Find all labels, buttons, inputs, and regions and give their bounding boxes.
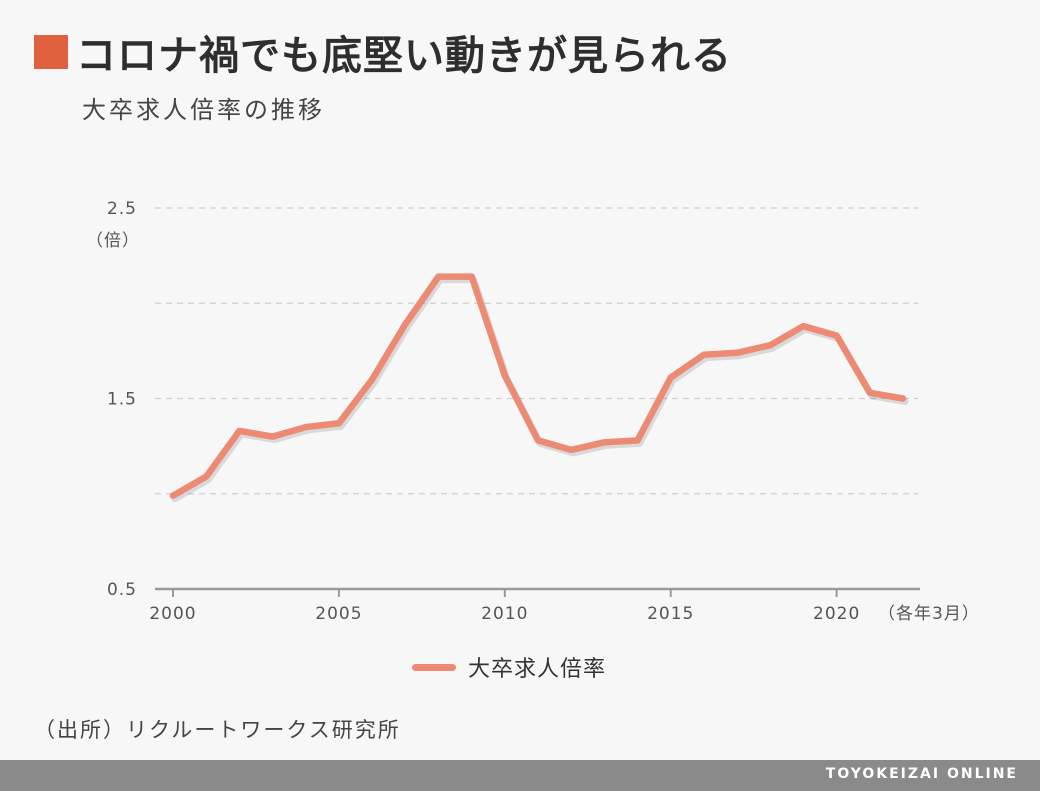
- data-point: [501, 372, 508, 379]
- brand-label: TOYOKEIZAI ONLINE: [825, 766, 1018, 782]
- y-axis-ticks: 0.5 1.5 2.5: [107, 199, 137, 600]
- x-axis-unit: （各年3月）: [878, 604, 980, 624]
- title-row: コロナ禍でも底堅い動きが見られる: [34, 26, 732, 79]
- x-axis-ticks: 2000 2005 2010 2015 2020: [149, 589, 860, 624]
- chart-subtitle: 大卒求人倍率の推移: [82, 96, 325, 124]
- data-point: [833, 332, 840, 339]
- x-tick-label: 2000: [149, 604, 196, 624]
- data-point: [634, 437, 641, 444]
- data-point: [601, 439, 608, 446]
- gridlines: [155, 207, 918, 495]
- data-point: [535, 437, 541, 444]
- legend-swatch: [412, 663, 456, 671]
- data-point: [435, 273, 442, 280]
- x-tick-label: 2015: [647, 604, 694, 624]
- title-marker: [34, 35, 68, 69]
- data-point: [402, 321, 409, 328]
- data-point: [900, 395, 906, 402]
- data-point: [203, 473, 210, 480]
- line-chart: 2000 2005 2010 2015 2020 0.5 1.5 2.5 （倍） （各年3月…: [86, 199, 980, 624]
- data-point: [800, 323, 807, 330]
- data-point: [468, 273, 475, 280]
- data-point: [170, 492, 176, 499]
- data-point: [568, 446, 575, 453]
- y-tick-label: 1.5: [107, 390, 137, 410]
- data-point: [667, 374, 674, 381]
- data-point: [767, 342, 774, 349]
- chart-title: コロナ禍でも底堅い動きが見られる: [76, 33, 732, 79]
- legend: 大卒求人倍率: [412, 651, 606, 683]
- data-point: [369, 376, 376, 383]
- x-tick-label: 2005: [315, 604, 362, 624]
- y-tick-label: 2.5: [107, 199, 137, 219]
- data-point: [269, 433, 276, 440]
- series-line-shadow: [171, 276, 909, 503]
- x-tick-label: 2010: [481, 604, 528, 624]
- footer-bar: TOYOKEIZAI ONLINE: [0, 760, 1040, 791]
- source-note: （出所）リクルートワークス研究所: [34, 718, 401, 742]
- data-point: [335, 420, 342, 427]
- series-layer: [169, 273, 909, 503]
- data-point: [866, 389, 873, 396]
- y-tick-label: 0.5: [107, 580, 137, 600]
- data-point: [236, 427, 243, 434]
- series-line: [169, 273, 907, 499]
- data-point: [734, 349, 741, 356]
- y-axis-unit: （倍）: [86, 231, 140, 251]
- data-point: [700, 351, 707, 358]
- data-point: [302, 424, 309, 431]
- x-tick-label: 2020: [813, 604, 860, 624]
- legend-label: 大卒求人倍率: [468, 657, 607, 682]
